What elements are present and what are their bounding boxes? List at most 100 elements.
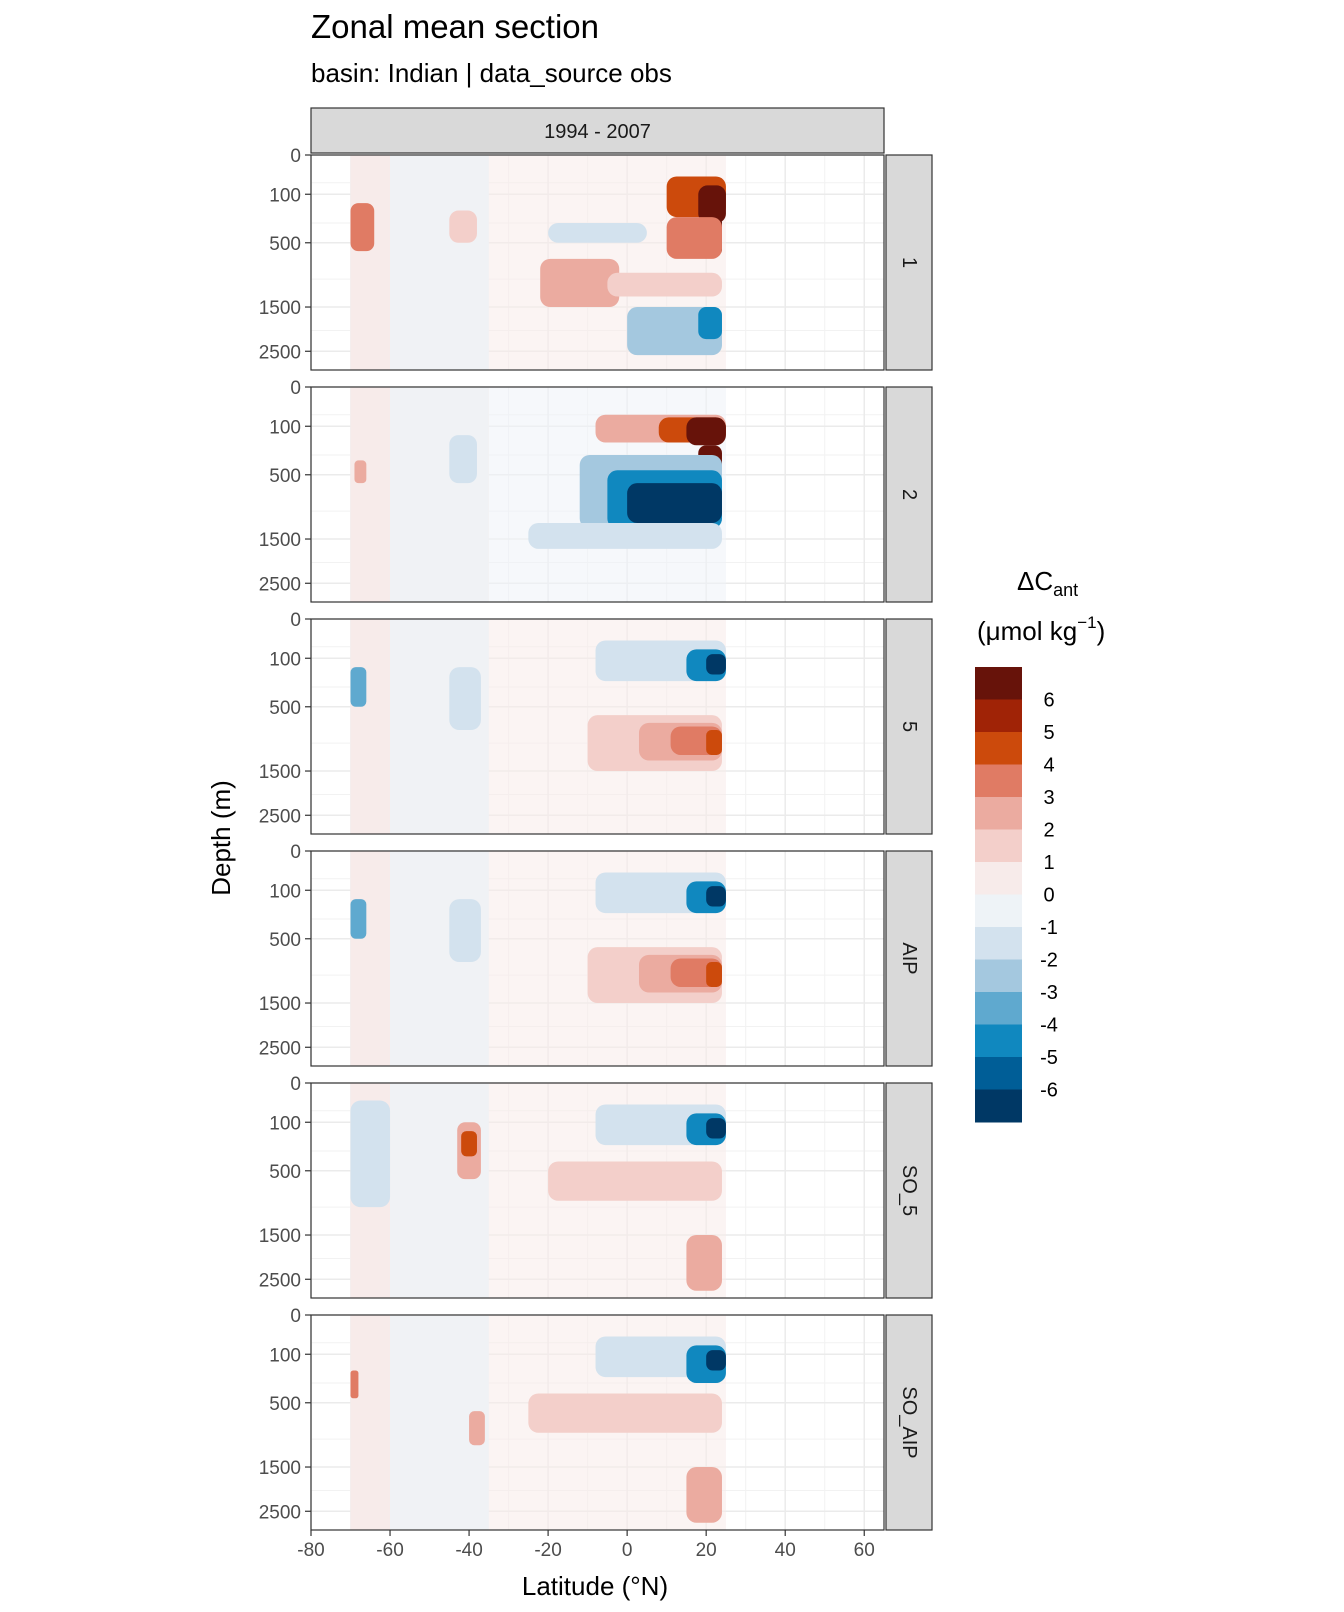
legend-unit-close: )	[1097, 616, 1106, 646]
legend-swatch	[975, 764, 1022, 798]
contour-region	[540, 258, 620, 308]
y-tick-label: 1500	[259, 298, 301, 319]
y-tick-label: 0	[290, 146, 301, 167]
x-tick-label: -40	[455, 1540, 482, 1561]
legend-label: 0	[1043, 885, 1054, 907]
y-tick-label: 2500	[259, 806, 301, 827]
contour-region	[449, 210, 477, 243]
row-strip	[885, 386, 933, 603]
y-tick-label: 2500	[259, 574, 301, 595]
row-strip-label: 2	[898, 489, 920, 500]
contour-region	[350, 1100, 391, 1208]
y-tick-label: 500	[269, 1162, 301, 1183]
y-tick-label: 1500	[259, 994, 301, 1015]
contour-region	[666, 217, 722, 259]
y-tick-label: 1500	[259, 530, 301, 551]
panel-border	[310, 850, 885, 1067]
legend-label: 4	[1043, 755, 1054, 777]
contour-region	[449, 667, 481, 731]
y-tick-label: 500	[269, 466, 301, 487]
legend-label: -4	[1040, 1015, 1058, 1037]
contour-region	[449, 435, 477, 484]
legend-label: 3	[1043, 787, 1054, 809]
contour-region	[449, 899, 481, 963]
legend-swatch	[975, 732, 1022, 765]
contour-background	[390, 155, 489, 370]
y-tick-label: 0	[290, 610, 301, 631]
legend-label: 6	[1043, 690, 1054, 712]
contour-region	[706, 654, 726, 675]
x-tick-label: -20	[534, 1540, 561, 1561]
x-tick-label: 20	[696, 1540, 717, 1561]
contour-region	[706, 730, 722, 755]
y-tick-label: 100	[269, 417, 301, 438]
row-strip-label: 5	[898, 721, 920, 732]
legend-label: 2	[1043, 820, 1054, 842]
x-tick-label: -80	[297, 1540, 324, 1561]
contour-region	[686, 1467, 722, 1523]
legend-swatch	[975, 927, 1022, 960]
panel-border	[310, 1314, 885, 1531]
facet-panel-2: 0 100 500 1500 2500 2	[259, 378, 933, 603]
legend-swatch	[975, 1024, 1022, 1058]
y-tick-label: 500	[269, 930, 301, 951]
y-tick-label: 100	[269, 1113, 301, 1134]
contour-region	[469, 1411, 485, 1446]
contour-region	[627, 483, 722, 523]
contour-region	[607, 272, 722, 297]
x-tick-label: 0	[622, 1540, 633, 1561]
y-tick-label: 1500	[259, 1458, 301, 1479]
legend-label: -5	[1040, 1047, 1058, 1069]
contour-region	[350, 899, 367, 939]
contour-region	[350, 667, 367, 707]
legend-label: -3	[1040, 982, 1058, 1004]
contour-region	[686, 417, 726, 446]
chart-title: Zonal mean section	[311, 8, 599, 45]
y-tick-label: 100	[269, 185, 301, 206]
legend-swatch	[975, 829, 1022, 863]
legend-unit-sup: −1	[1077, 613, 1096, 632]
legend-title-line2: (μmol kg−1)	[977, 613, 1105, 646]
facet-panel-so-5: 0 100 500 1500 2500 SO_5	[259, 1074, 933, 1299]
contour-region	[354, 460, 367, 484]
panel-border	[310, 386, 885, 603]
contour-region	[548, 1161, 722, 1201]
contour-background	[390, 387, 489, 602]
y-tick-label: 0	[290, 1306, 301, 1327]
legend-unit: (μmol kg	[977, 616, 1077, 646]
contour-region	[706, 1350, 726, 1371]
column-strip-label: 1994 - 2007	[544, 121, 651, 143]
legend-label: -6	[1040, 1080, 1058, 1102]
legend-swatch	[975, 959, 1022, 993]
y-tick-label: 2500	[259, 342, 301, 363]
legend-label: 1	[1043, 852, 1054, 874]
contour-region	[528, 1393, 722, 1433]
facet-panel-so-aip: 0 100 500 1500 2500 SO_AIP	[259, 1306, 933, 1531]
y-tick-label: 0	[290, 378, 301, 399]
y-tick-label: 100	[269, 649, 301, 670]
row-strip	[885, 618, 933, 835]
row-strip-label: SO_AIP	[898, 1386, 920, 1458]
chart-subtitle: basin: Indian | data_source obs	[311, 58, 672, 88]
y-tick-label: 0	[290, 842, 301, 863]
legend-label: -2	[1040, 950, 1058, 972]
facet-panel-aip: 0 100 500 1500 2500 AIP	[259, 842, 933, 1067]
contour-region	[686, 1235, 722, 1291]
contour-region	[461, 1131, 477, 1157]
panel-border	[310, 154, 885, 371]
facet-panel-5: 0 100 500 1500 2500 5	[259, 610, 933, 835]
x-tick-label: 40	[775, 1540, 796, 1561]
row-strip-label: 1	[898, 257, 920, 268]
facet-panel-1: 0 100 500 1500 2500 1	[259, 146, 933, 371]
legend-swatch	[975, 667, 1022, 700]
legend-title-main: ΔC	[1017, 566, 1053, 596]
legend-swatch	[975, 894, 1022, 928]
x-tick-label: 60	[854, 1540, 875, 1561]
legend-swatch	[975, 862, 1022, 895]
y-tick-label: 1500	[259, 1226, 301, 1247]
y-tick-label: 2500	[259, 1038, 301, 1059]
legend-swatch	[975, 1057, 1022, 1090]
y-tick-label: 100	[269, 881, 301, 902]
x-axis-title: Latitude (°N)	[522, 1571, 668, 1601]
